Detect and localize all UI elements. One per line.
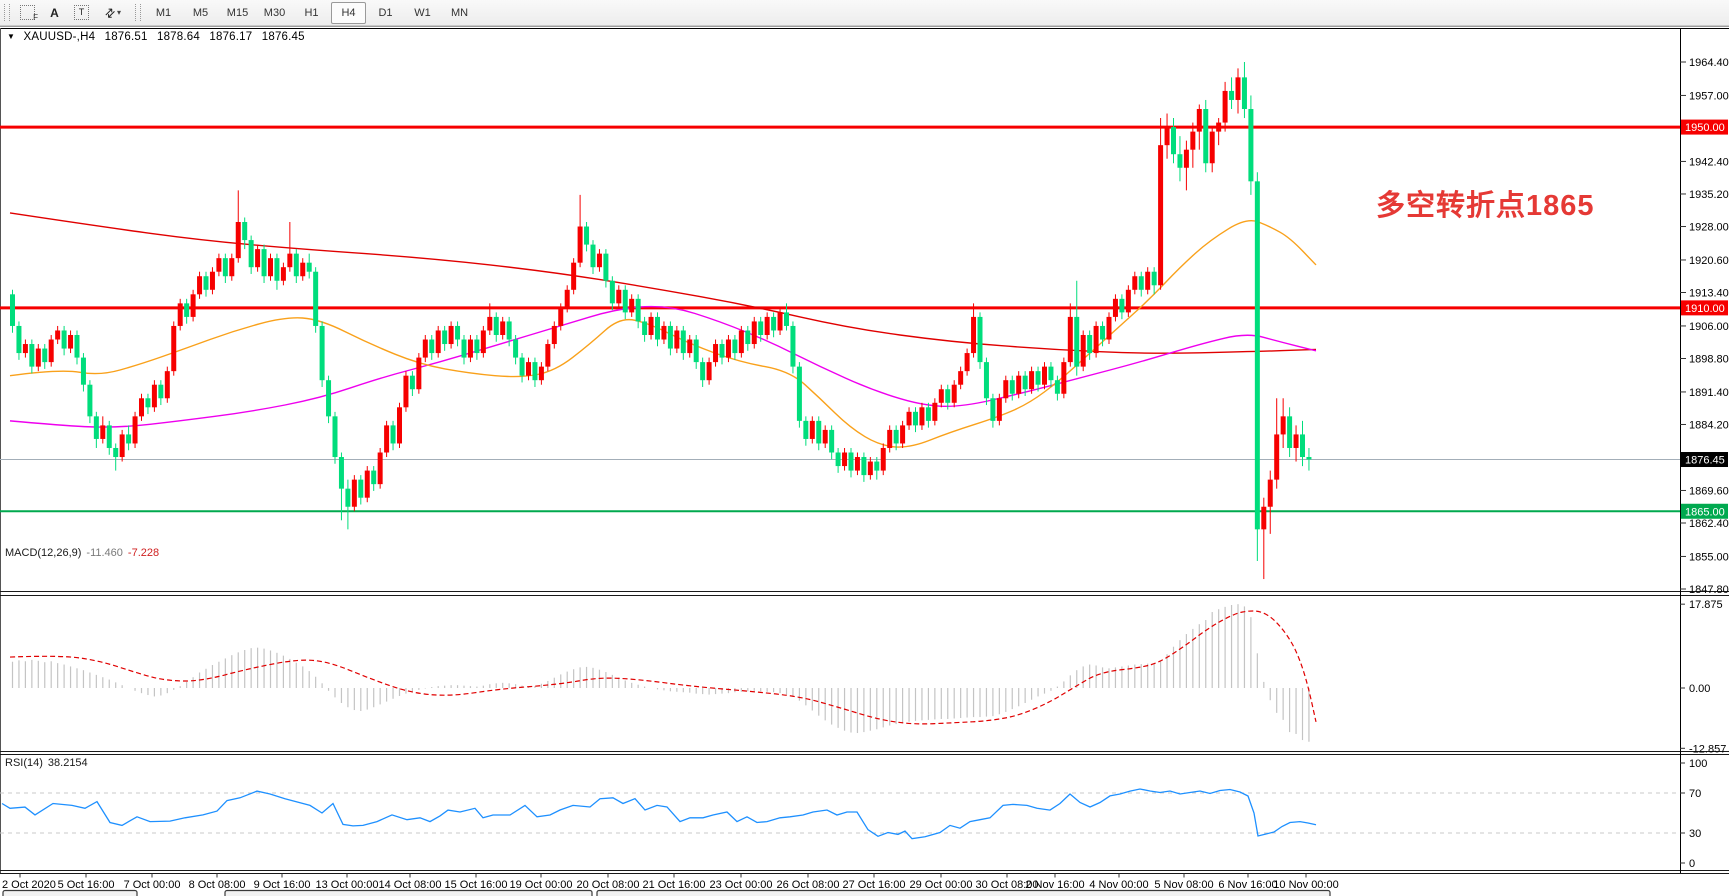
svg-text:1942.40: 1942.40 [1689,156,1729,168]
tf-button-m15[interactable]: M15 [226,6,249,19]
svg-text:4 Nov 00:00: 4 Nov 00:00 [1089,879,1148,891]
svg-text:5 Nov 08:00: 5 Nov 08:00 [1154,879,1213,891]
svg-text:1950.00: 1950.00 [1685,122,1725,134]
svg-text:27 Oct 16:00: 27 Oct 16:00 [843,879,906,891]
font-a-icon[interactable]: A [50,5,59,20]
tf-button-d1[interactable]: D1 [378,6,393,19]
svg-text:0.00: 0.00 [1689,683,1710,695]
tf-button-h4[interactable]: H4 [331,1,366,24]
svg-text:23 Oct 00:00: 23 Oct 00:00 [710,879,773,891]
svg-text:1935.20: 1935.20 [1689,189,1729,201]
svg-text:1910.00: 1910.00 [1685,303,1725,315]
svg-text:30 Oct 08:00: 30 Oct 08:00 [976,879,1039,891]
svg-text:10 Nov 00:00: 10 Nov 00:00 [1273,879,1338,891]
background-window-edges [2,889,1331,896]
price-axis: 1964.40 1957.00 1942.40 1935.20 1928.00 1920.… [1680,57,1729,596]
svg-text:30: 30 [1689,828,1701,840]
svg-text:-12.857: -12.857 [1689,743,1726,755]
svg-text:20 Oct 08:00: 20 Oct 08:00 [577,879,640,891]
svg-text:0: 0 [1689,858,1695,870]
svg-text:1891.40: 1891.40 [1689,387,1729,399]
macd-signal-line [9,610,1317,725]
toolbar-grip-2[interactable] [135,4,141,21]
toolbar-grip[interactable] [4,4,10,21]
svg-text:1876.45: 1876.45 [1685,455,1725,467]
svg-text:5 Oct 16:00: 5 Oct 16:00 [58,879,115,891]
svg-text:15 Oct 16:00: 15 Oct 16:00 [445,879,508,891]
svg-text:2 Nov 16:00: 2 Nov 16:00 [1025,879,1084,891]
toolbar: F A T ⇄ ▾ M1 M5 M15 M30 H1 H4 D1 W1 MN [0,0,1729,26]
ohlc-high: 1878.64 [156,31,200,43]
chart-annotation-text: 多空转折点1865 [1376,190,1595,222]
svg-text:70: 70 [1689,788,1701,800]
svg-text:21 Oct 16:00: 21 Oct 16:00 [643,879,706,891]
ohlc-open: 1876.51 [104,31,148,43]
svg-text:29 Oct 00:00: 29 Oct 00:00 [910,879,973,891]
svg-text:1869.60: 1869.60 [1689,485,1729,497]
tf-button-h1[interactable]: H1 [304,6,319,19]
ohlc-low: 1876.17 [209,31,253,43]
text-label-icon[interactable]: T [68,1,95,24]
rsi-panel-label: RSI(14) 38.2154 [5,757,88,769]
ohlc-close: 1876.45 [261,31,305,43]
rsi-name: RSI(14) [5,757,43,769]
svg-text:1928.00: 1928.00 [1689,222,1729,234]
indicator-axes: 17.875 0.00 -12.857 100 70 30 0 [1680,599,1726,870]
macd-name: MACD(12,26,9) [5,547,82,559]
svg-text:9 Oct 16:00: 9 Oct 16:00 [254,879,311,891]
symbol-timeframe: XAUUSD-,H4 [23,31,96,43]
macd-signal-value: -7.228 [127,547,160,559]
panel-borders [0,25,1729,874]
svg-text:1855.00: 1855.00 [1689,551,1729,563]
svg-text:1957.00: 1957.00 [1689,90,1729,102]
ma-fast [9,220,1317,448]
svg-text:8 Oct 08:00: 8 Oct 08:00 [189,879,246,891]
chart-title: ▼ XAUUSD-,H4 1876.51 1878.64 1876.17 187… [7,31,311,43]
tf-button-m30[interactable]: M30 [263,6,286,19]
rsi-panel [1,788,1317,840]
svg-text:1884.20: 1884.20 [1689,419,1729,431]
symbol-dropdown-icon[interactable]: ▼ [7,32,16,41]
svg-text:1862.40: 1862.40 [1689,518,1729,530]
svg-text:26 Oct 08:00: 26 Oct 08:00 [777,879,840,891]
tf-button-mn[interactable]: MN [450,6,469,19]
svg-text:1865.00: 1865.00 [1685,506,1725,518]
macd-panel-label: MACD(12,26,9) -11.460 -7.228 [5,547,159,559]
svg-text:1898.80: 1898.80 [1689,353,1729,365]
auto-trading-f-icon[interactable]: F [14,1,41,24]
svg-text:1964.40: 1964.40 [1689,57,1729,69]
svg-text:14 Oct 08:00: 14 Oct 08:00 [379,879,442,891]
draw-arrows-icon[interactable]: ⇄ ▾ [101,3,122,22]
tf-button-m1[interactable]: M1 [155,6,172,19]
ma-fast-orange [9,220,1317,448]
chevron-down-icon: ▾ [117,8,122,17]
svg-text:17.875: 17.875 [1689,599,1723,611]
macd-main-value: -11.460 [86,547,123,559]
tf-button-m5[interactable]: M5 [192,6,209,19]
svg-text:6 Nov 16:00: 6 Nov 16:00 [1218,879,1277,891]
date-axis: 2 Oct 2020 5 Oct 16:00 7 Oct 00:00 8 Oct 08… [2,873,1339,891]
svg-text:1906.00: 1906.00 [1689,321,1729,333]
rsi-level-lines [0,792,1680,834]
svg-text:1913.40: 1913.40 [1689,288,1729,300]
svg-text:13 Oct 00:00: 13 Oct 00:00 [316,879,379,891]
svg-text:19 Oct 00:00: 19 Oct 00:00 [510,879,573,891]
tf-button-w1[interactable]: W1 [414,6,431,19]
ma-mid-magenta [9,305,1317,428]
macd-panel [9,604,1317,742]
candles [10,62,1312,580]
svg-text:1847.80: 1847.80 [1689,584,1729,596]
rsi-line [1,788,1317,840]
svg-text:100: 100 [1689,758,1707,770]
svg-text:2 Oct 2020: 2 Oct 2020 [2,879,56,891]
svg-text:1920.60: 1920.60 [1689,255,1729,267]
rsi-value: 38.2154 [47,757,88,769]
ma-mid [9,305,1317,428]
svg-text:7 Oct 00:00: 7 Oct 00:00 [124,879,181,891]
